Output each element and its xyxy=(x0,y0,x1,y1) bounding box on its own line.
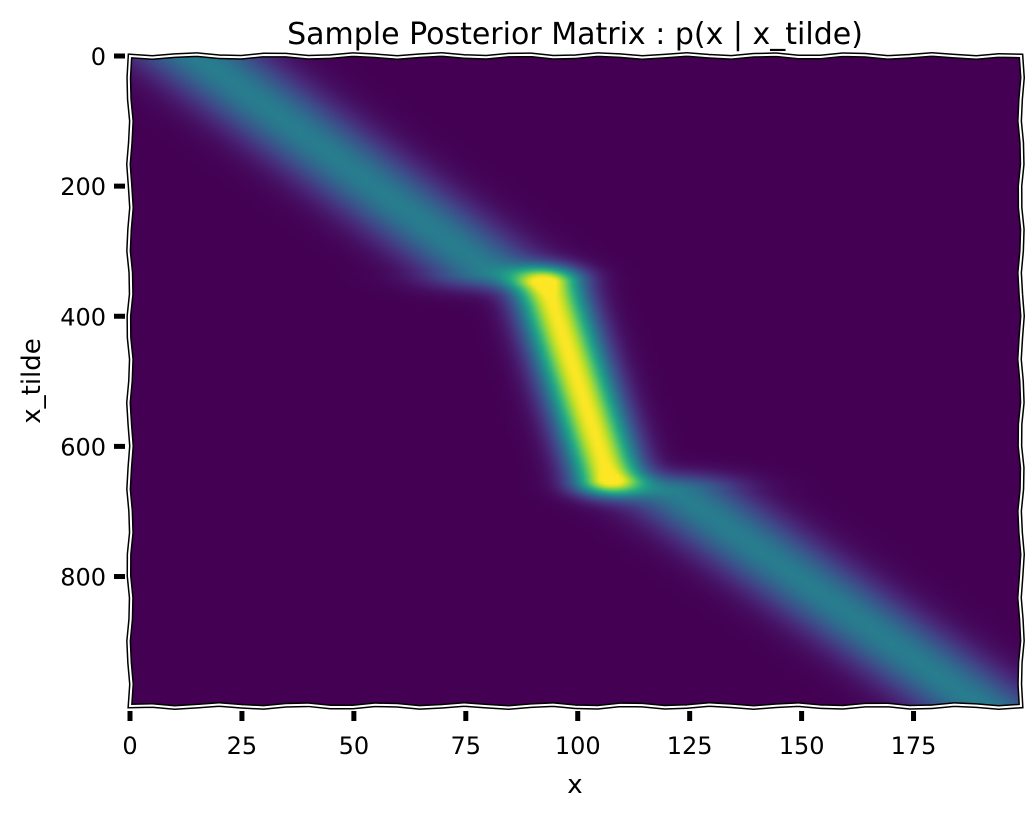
y-axis-label: x_tilde xyxy=(17,338,47,424)
y-tick-label: 200 xyxy=(60,173,106,201)
y-tick-label: 800 xyxy=(60,564,106,592)
y-axis-ticks: 0 200 400 600 800 xyxy=(60,43,125,592)
y-tick-label: 400 xyxy=(60,303,106,331)
x-tick-label: 150 xyxy=(779,732,825,760)
x-tick-label: 50 xyxy=(339,732,370,760)
x-axis-label: x xyxy=(567,770,582,800)
x-tick-label: 25 xyxy=(227,732,258,760)
x-tick-label: 100 xyxy=(555,732,601,760)
chart-title: Sample Posterior Matrix : p(x | x_tilde) xyxy=(287,17,863,52)
x-axis-ticks: 0 25 50 75 100 125 150 175 xyxy=(122,711,936,760)
y-tick-label: 0 xyxy=(91,43,106,71)
x-tick-label: 0 xyxy=(122,732,137,760)
heatmap-image xyxy=(130,56,1021,706)
x-tick-label: 75 xyxy=(451,732,482,760)
x-tick-label: 175 xyxy=(891,732,937,760)
x-tick-label: 125 xyxy=(667,732,713,760)
plot-frame-inner xyxy=(127,53,1024,709)
y-tick-label: 600 xyxy=(60,433,106,461)
